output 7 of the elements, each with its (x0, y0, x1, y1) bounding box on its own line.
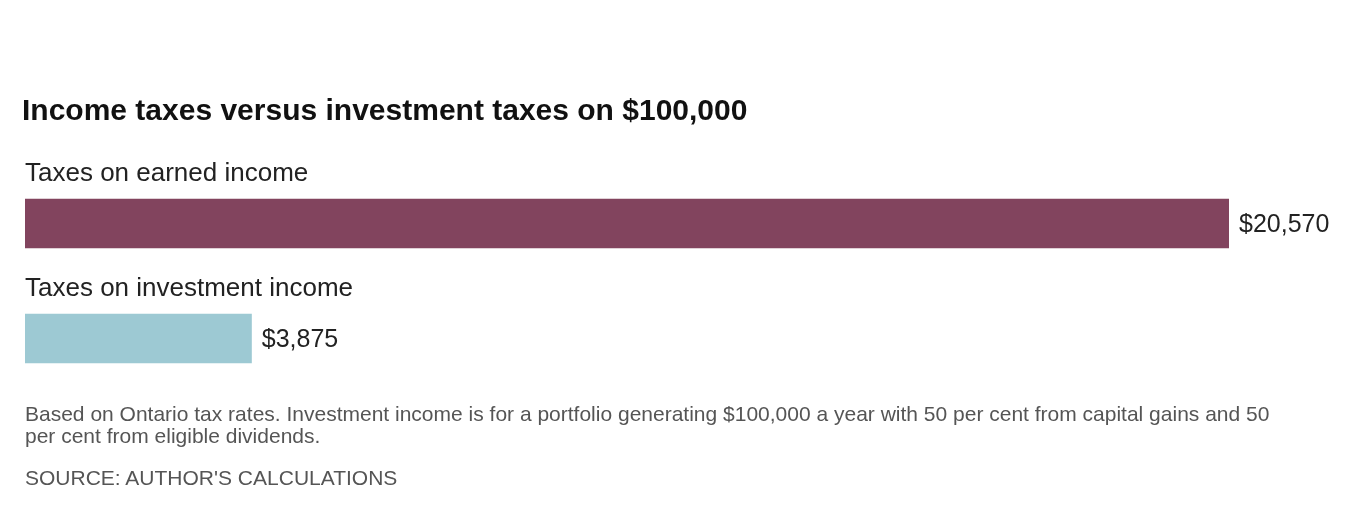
data-label: $20,570 (1239, 208, 1330, 237)
y-tick-label: Taxes on investment income (25, 271, 354, 302)
data-label: $3,875 (261, 323, 339, 352)
chart-title: Income taxes versus investment taxes on $100,000 (22, 92, 748, 126)
y-tick-label: Taxes on earned income (25, 156, 309, 187)
text: Based on Ontario tax rates. Investment income is for a portfolio generating $100,000 a year with 50 per cent from capital gains and 50 per cent from eligible dividends. (25, 402, 1270, 447)
source-note: SOURCE: AUTHOR'S CALCULATIONS (25, 466, 398, 489)
